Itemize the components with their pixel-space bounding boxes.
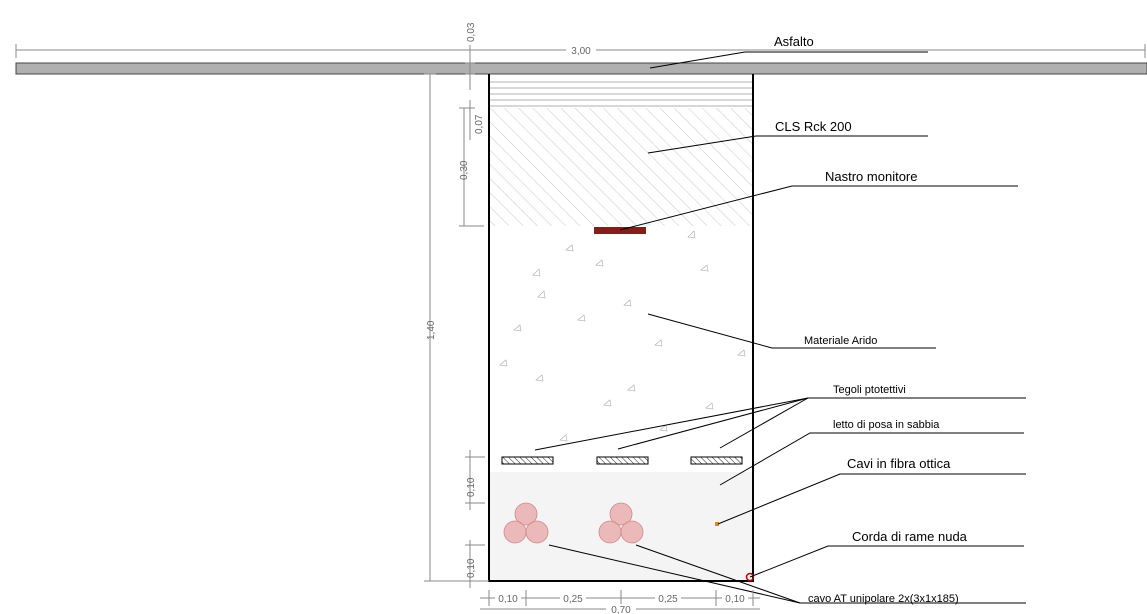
overall-width-dimension: 3,00 [15,44,1146,58]
label-tegoli: Tegoli ptotettivi [833,384,906,396]
dim-asphalt-label: 0,03 [466,22,477,42]
dim-asphalt [465,45,475,90]
monitor-tape [594,227,646,234]
dim-layer-30-label: 0,30 [459,160,470,180]
dim-bottom-b-label: 0,25 [563,594,583,605]
dim-bottom-c-label: 0,25 [658,594,678,605]
dim-sand-lower [465,540,485,588]
overall-width-label: 3,00 [571,46,591,57]
dim-depth [424,73,489,582]
dim-bottom-d-label: 0,10 [725,594,745,605]
hv-cables [503,502,644,544]
dim-layer-07-label: 0,07 [474,114,485,134]
dim-layer-30 [459,107,484,227]
dim-depth-label: 1,40 [426,320,437,340]
base-layer-lines [489,81,753,107]
dim-bottom-a-label: 0,10 [498,594,518,605]
cls-layer [489,108,753,226]
label-cls: CLS Rck 200 [775,119,852,134]
protective-tiles [501,456,743,465]
label-cavo-at: cavo AT unipolare 2x(3x1x185) [808,593,959,605]
label-asfalto: Asfalto [774,34,814,49]
dim-trench-width-label: 0,70 [611,605,631,614]
dim-sand-upper [465,450,485,510]
dim-sand-upper-label: 0,10 [466,477,477,497]
asphalt-layer [15,62,1147,75]
label-materiale-arido: Materiale Arido [804,335,877,347]
aggregate-fill [499,230,746,442]
label-nastro-monitore: Nastro monitore [825,169,917,184]
label-cavi-fibra: Cavi in fibra ottica [847,456,951,471]
fiber-optic-cable [715,522,719,526]
label-corda-rame: Corda di rame nuda [852,529,968,544]
label-letto-di-posa: letto di posa in sabbia [833,419,940,431]
dim-sand-lower-label: 0,10 [466,558,477,578]
leaders [534,51,1026,604]
copper-rope [745,572,755,582]
